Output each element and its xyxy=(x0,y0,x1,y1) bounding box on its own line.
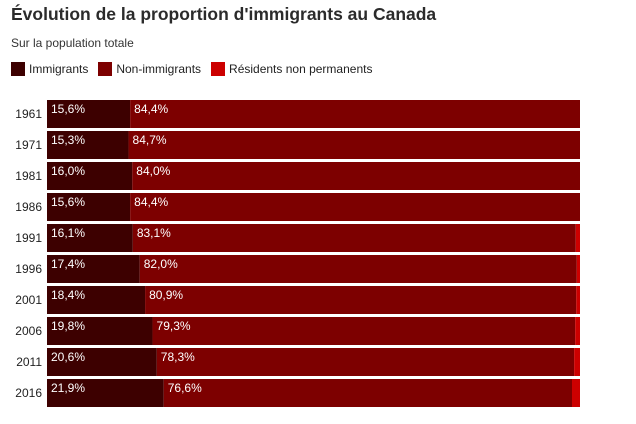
bar-immigrants-1991 xyxy=(47,224,133,252)
bar-non-permanent-residents-2011 xyxy=(574,348,580,376)
bar-immigrants-1961 xyxy=(47,100,131,128)
bar-non-immigrants-1971 xyxy=(128,131,580,159)
data-label-non-immigrants-1991: 83,1% xyxy=(137,226,171,240)
bar-non-immigrants-1991 xyxy=(132,224,576,252)
legend-label-immigrants: Immigrants xyxy=(29,62,89,76)
bar-non-immigrants-2016 xyxy=(163,379,573,407)
data-label-non-immigrants-2016: 76,6% xyxy=(168,381,202,395)
data-label-non-immigrants-2001: 80,9% xyxy=(149,288,183,302)
legend-item-non-permanent-residents: Résidents non permanents xyxy=(211,62,372,76)
bar-immigrants-1996 xyxy=(47,255,140,283)
data-label-immigrants-1986: 15,6% xyxy=(51,195,85,209)
bar-non-immigrants-2011 xyxy=(156,348,575,376)
bar-immigrants-2011 xyxy=(47,348,157,376)
data-label-non-immigrants-1996: 82,0% xyxy=(144,257,178,271)
bar-immigrants-2001 xyxy=(47,286,146,314)
year-label-1971: 1971 xyxy=(15,138,42,152)
legend-swatch-non-immigrants xyxy=(98,62,113,76)
data-label-immigrants-1971: 15,3% xyxy=(51,133,85,147)
legend: Immigrants Non-immigrants Résidents non … xyxy=(11,62,382,76)
chart-title: Évolution de la proportion d'immigrants … xyxy=(11,4,437,24)
data-label-non-immigrants-2011: 78,3% xyxy=(161,350,195,364)
year-label-2006: 2006 xyxy=(15,324,42,338)
data-label-immigrants-2001: 18,4% xyxy=(51,288,85,302)
year-label-1981: 1981 xyxy=(15,169,42,183)
year-label-1991: 1991 xyxy=(15,231,42,245)
bar-non-immigrants-2006 xyxy=(152,317,576,345)
bar-non-immigrants-1961 xyxy=(130,100,580,128)
data-label-non-immigrants-1986: 84,4% xyxy=(134,195,168,209)
bar-immigrants-1986 xyxy=(47,193,131,221)
year-label-2011: 2011 xyxy=(16,355,42,369)
data-label-immigrants-1991: 16,1% xyxy=(51,226,85,240)
legend-label-non-immigrants: Non-immigrants xyxy=(116,62,202,76)
bar-non-immigrants-2001 xyxy=(145,286,577,314)
legend-item-non-immigrants: Non-immigrants xyxy=(98,62,201,76)
bar-non-immigrants-1981 xyxy=(132,162,580,190)
data-label-immigrants-1981: 16,0% xyxy=(51,164,85,178)
bar-non-immigrants-1996 xyxy=(139,255,577,283)
year-label-1961: 1961 xyxy=(15,107,42,121)
bar-immigrants-1971 xyxy=(47,131,129,159)
bar-immigrants-2006 xyxy=(47,317,153,345)
year-label-1996: 1996 xyxy=(15,262,42,276)
chart-subtitle: Sur la population totale xyxy=(11,36,134,50)
legend-item-immigrants: Immigrants xyxy=(11,62,88,76)
data-label-non-immigrants-1971: 84,7% xyxy=(133,133,167,147)
bars-group: 1961 15,6% 84,4% 1971 15,3% 84,7% 1981 16,0% 84,… xyxy=(15,100,580,407)
year-label-2001: 2001 xyxy=(15,293,42,307)
data-label-immigrants-2011: 20,6% xyxy=(51,350,85,364)
bar-immigrants-1981 xyxy=(47,162,133,190)
legend-swatch-immigrants xyxy=(11,62,25,76)
data-label-immigrants-1961: 15,6% xyxy=(51,102,85,116)
year-label-2016: 2016 xyxy=(15,386,42,400)
legend-label-non-permanent-residents: Résidents non permanents xyxy=(229,62,373,76)
bar-non-permanent-residents-1991 xyxy=(575,224,580,252)
bar-non-immigrants-1986 xyxy=(130,193,580,221)
data-label-immigrants-2016: 21,9% xyxy=(51,381,85,395)
data-label-non-immigrants-1981: 84,0% xyxy=(136,164,170,178)
legend-swatch-non-permanent-residents xyxy=(211,62,226,76)
data-label-immigrants-2006: 19,8% xyxy=(51,319,85,333)
data-label-immigrants-1996: 17,4% xyxy=(51,257,85,271)
bar-non-permanent-residents-1996 xyxy=(576,255,580,283)
bar-immigrants-2016 xyxy=(47,379,164,407)
data-label-non-immigrants-1961: 84,4% xyxy=(134,102,168,116)
data-label-non-immigrants-2006: 79,3% xyxy=(157,319,191,333)
bar-non-permanent-residents-2006 xyxy=(575,317,580,345)
bar-non-permanent-residents-2001 xyxy=(576,286,580,314)
bar-non-permanent-residents-2016 xyxy=(572,379,580,407)
year-label-1986: 1986 xyxy=(15,200,42,214)
